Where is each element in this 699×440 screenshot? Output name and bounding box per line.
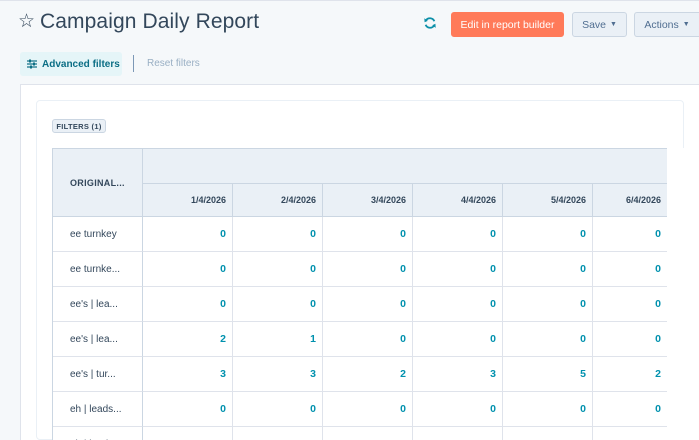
table-cell-value[interactable]: 0 [143,252,233,287]
advanced-filters-label: Advanced filters [42,58,120,70]
table-cell-value[interactable]: 0 [593,252,667,287]
top-border [0,0,699,1]
table-cell-value[interactable]: 0 [323,322,413,357]
table-cell-value[interactable]: 0 [233,392,323,427]
table-cell-value[interactable]: 0 [593,217,667,252]
filter-divider [133,55,134,72]
column-header-date[interactable]: 5/4/2026 [503,184,593,217]
refresh-icon[interactable] [423,16,437,30]
table-cell-value[interactable]: 2 [593,357,667,392]
table-cell-value[interactable]: 0 [233,427,323,440]
column-header-date[interactable]: 6/4/2026 [593,184,667,217]
table-cell-value[interactable]: 0 [413,392,503,427]
table-cell-value[interactable]: 0 [323,392,413,427]
filters-count-badge[interactable]: FILTERS (1) [52,119,106,133]
column-header-date[interactable]: 3/4/2026 [323,184,413,217]
column-header-original[interactable]: ORIGINAL... [53,149,143,217]
column-header-date[interactable]: 1/4/2026 [143,184,233,217]
table-cell-value[interactable]: 0 [593,322,667,357]
table-cell-value[interactable]: 0 [503,392,593,427]
save-button-label: Save [582,18,606,31]
table-cell-value[interactable]: 0 [593,427,667,440]
report-table: ORIGINAL... 1/4/2026 2/4/2026 3/4/2026 4… [52,148,667,440]
table-cell-value[interactable]: 0 [323,287,413,322]
table-cell-value[interactable]: 3 [413,357,503,392]
table-cell-value[interactable]: 0 [143,287,233,322]
table-cell-value[interactable]: 0 [413,252,503,287]
column-header-date[interactable]: 4/4/2026 [413,184,503,217]
table-cell-value[interactable]: 3 [233,357,323,392]
table-cell-value[interactable]: 0 [503,322,593,357]
table-cell-value[interactable]: 2 [143,322,233,357]
star-icon[interactable]: ☆ [18,11,36,32]
table-cell-value[interactable]: 0 [503,287,593,322]
table-cell-value[interactable]: 0 [323,252,413,287]
column-header-date[interactable]: 2/4/2026 [233,184,323,217]
table-cell-value[interactable]: 0 [413,287,503,322]
page-title: Campaign Daily Report [40,10,260,33]
table-cell-value[interactable]: 0 [143,217,233,252]
table-row-label: ee's | lea... [53,322,143,357]
table-cell-value[interactable]: 0 [593,392,667,427]
table-cell-value[interactable]: 0 [593,287,667,322]
table-cell-value[interactable]: 0 [323,217,413,252]
table-row-label: ee turnkey [53,217,143,252]
save-dropdown-button[interactable]: Save ▼ [572,12,627,37]
table-cell-value[interactable]: 0 [233,217,323,252]
chevron-down-icon: ▼ [682,21,690,28]
report-header: ☆ Campaign Daily Report Edit in report b… [0,0,699,48]
table-right-gutter [667,148,684,440]
table-cell-value[interactable]: 0 [413,427,503,440]
table-cell-value[interactable]: 2 [323,357,413,392]
table-row-label: ee's | tur... [53,357,143,392]
table-cell-value[interactable]: 0 [503,252,593,287]
table-cell-value[interactable]: 0 [413,322,503,357]
table-cell-value[interactable]: 5 [503,357,593,392]
reset-filters-link[interactable]: Reset filters [147,58,200,69]
table-cell-value[interactable]: 0 [323,427,413,440]
edit-in-report-builder-button[interactable]: Edit in report builder [451,12,564,37]
table-cell-value[interactable]: 0 [503,217,593,252]
table-cell-value[interactable]: 0 [503,427,593,440]
table-row-label: ee's | lea... [53,287,143,322]
date-group-header [143,149,667,184]
advanced-filters-button[interactable]: Advanced filters [20,52,122,76]
chevron-down-icon: ▼ [610,21,617,28]
table-cell-value[interactable]: 0 [143,392,233,427]
actions-dropdown-button[interactable]: Actions ▼ [634,12,699,37]
table-row-label: eh | leads... [53,427,143,440]
sliders-icon [27,59,37,69]
actions-button-label: Actions [644,18,679,31]
table-cell-value[interactable]: 0 [233,252,323,287]
table-row-label: ee turnke... [53,252,143,287]
table-row-label: eh | leads... [53,392,143,427]
table-cell-value[interactable]: 0 [233,287,323,322]
table-cell-value[interactable]: 1 [233,322,323,357]
table-cell-value[interactable]: 0 [413,217,503,252]
table-cell-value[interactable]: 0 [143,427,233,440]
table-cell-value[interactable]: 3 [143,357,233,392]
